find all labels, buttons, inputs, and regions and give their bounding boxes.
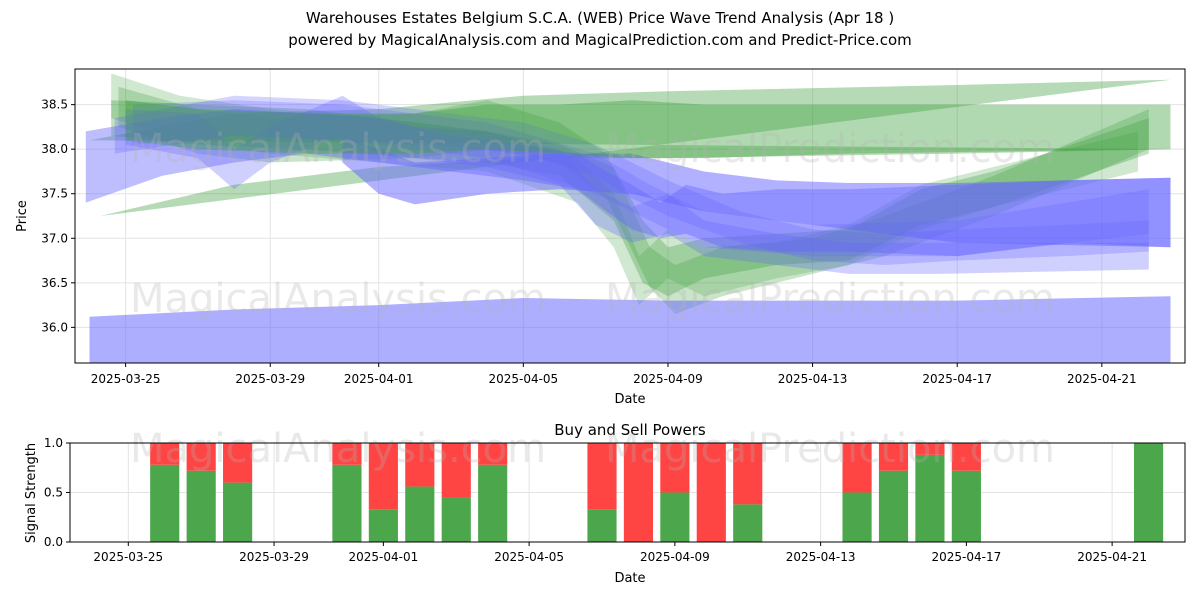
buy-bar (878, 470, 909, 542)
price-band-green-wave-3 (111, 73, 1139, 306)
watermark-text: MagicalPrediction.com (605, 426, 1055, 472)
sell-bar (332, 443, 362, 465)
x-tick-label: 2025-04-09 (633, 372, 703, 386)
sell-bar (842, 443, 872, 493)
price-chart-bands (85, 73, 1171, 363)
buy-bar (842, 492, 872, 542)
price-band-green-wave-2 (118, 86, 1149, 314)
sell-bar (696, 443, 726, 542)
x-tick-label: 2025-04-21 (1067, 372, 1137, 386)
sell-bar (223, 443, 253, 483)
buy-bar (186, 470, 216, 542)
sell-bar (951, 443, 981, 471)
y-tick-label: 37.0 (41, 231, 68, 245)
buy-bar (733, 504, 763, 542)
watermark-text: MagicalAnalysis.com (130, 276, 546, 322)
chart-title-line-2: powered by MagicalAnalysis.com and Magic… (288, 31, 912, 49)
x-tick-label: 2025-03-25 (93, 550, 163, 564)
x-tick-label: 2025-04-13 (786, 550, 856, 564)
x-tick-label: 2025-04-17 (922, 372, 992, 386)
sell-bar (405, 443, 435, 487)
y-tick-label: 36.0 (41, 320, 68, 334)
y-tick-label: 1.0 (44, 436, 63, 450)
watermark-text: MagicalPrediction.com (605, 276, 1055, 322)
price-band-blue-upper-band (342, 135, 1171, 248)
buy-bar (441, 497, 471, 542)
x-tick-label: 2025-04-13 (778, 372, 848, 386)
x-tick-label: 2025-04-01 (348, 550, 418, 564)
signal-chart-watermarks: MagicalAnalysis.com MagicalPrediction.co… (130, 426, 1055, 472)
x-tick-label: 2025-04-21 (1077, 550, 1147, 564)
signal-chart-bars (150, 443, 1164, 542)
sell-bar (478, 443, 508, 465)
buy-bar (478, 464, 508, 542)
x-tick-label: 2025-03-29 (239, 550, 309, 564)
buy-bar (587, 509, 617, 542)
signal-chart-x-axis: 2025-03-25 2025-03-29 2025-04-01 2025-04-05… (93, 542, 1147, 564)
x-tick-label: 2025-03-25 (91, 372, 161, 386)
x-tick-label: 2025-04-09 (640, 550, 710, 564)
price-band-blue-wave-3 (132, 100, 1149, 257)
x-tick-label: 2025-04-05 (488, 372, 558, 386)
price-band-green-upper-band (125, 100, 1171, 159)
y-tick-label: 38.5 (41, 98, 68, 112)
signal-chart-title: Buy and Sell Powers (554, 421, 706, 439)
buy-bar (1133, 443, 1164, 542)
sell-bar (587, 443, 617, 510)
price-band-blue-wave-2 (125, 95, 1149, 274)
x-tick-label: 2025-04-01 (344, 372, 414, 386)
watermark-text: MagicalPrediction.com (605, 126, 1055, 172)
sell-bar (186, 443, 216, 471)
sell-bar (150, 443, 180, 465)
y-tick-label: 0.5 (44, 486, 63, 500)
buy-bar (405, 486, 435, 542)
x-tick-label: 2025-03-29 (235, 372, 305, 386)
signal-chart-y-label: Signal Strength (24, 443, 39, 543)
watermark-text: MagicalAnalysis.com (130, 126, 546, 172)
y-tick-label: 37.5 (41, 187, 68, 201)
buy-bar (660, 492, 690, 542)
sell-bar (915, 443, 945, 455)
signal-chart-x-label: Date (614, 571, 645, 586)
sell-bar (733, 443, 763, 505)
buy-bar (951, 470, 981, 542)
x-tick-label: 2025-04-17 (931, 550, 1001, 564)
price-chart-watermarks: MagicalAnalysis.com MagicalPrediction.co… (130, 126, 1055, 322)
buy-bar (368, 509, 398, 542)
price-chart-y-label: Price (15, 200, 30, 232)
x-tick-label: 2025-04-05 (494, 550, 564, 564)
buy-bar (150, 464, 180, 542)
sell-bar (878, 443, 909, 471)
buy-bar (915, 454, 945, 542)
watermark-text: MagicalAnalysis.com (130, 426, 546, 472)
price-band-blue-lower-band (89, 296, 1171, 363)
buy-bar (332, 464, 362, 542)
price-chart-x-label: Date (614, 392, 645, 407)
sell-bar (441, 443, 471, 498)
price-chart-y-axis: 36.0 36.5 37.0 37.5 38.0 38.5 (41, 98, 75, 334)
y-tick-label: 38.0 (41, 142, 68, 156)
price-band-green-band-wide (89, 79, 1171, 216)
sell-bar (660, 443, 690, 493)
chart-title-line-1: Warehouses Estates Belgium S.C.A. (WEB) … (305, 9, 895, 27)
y-tick-label: 36.5 (41, 276, 68, 290)
price-chart-frame (74, 68, 1186, 364)
price-chart-x-axis: 2025-03-25 2025-03-29 2025-04-01 2025-04-05… (91, 363, 1137, 386)
sell-bar (623, 443, 654, 542)
buy-bar (223, 482, 253, 542)
signal-chart-y-axis: 0.0 0.5 1.0 (44, 436, 70, 549)
sell-bar (368, 443, 398, 510)
y-tick-label: 0.0 (44, 535, 63, 549)
